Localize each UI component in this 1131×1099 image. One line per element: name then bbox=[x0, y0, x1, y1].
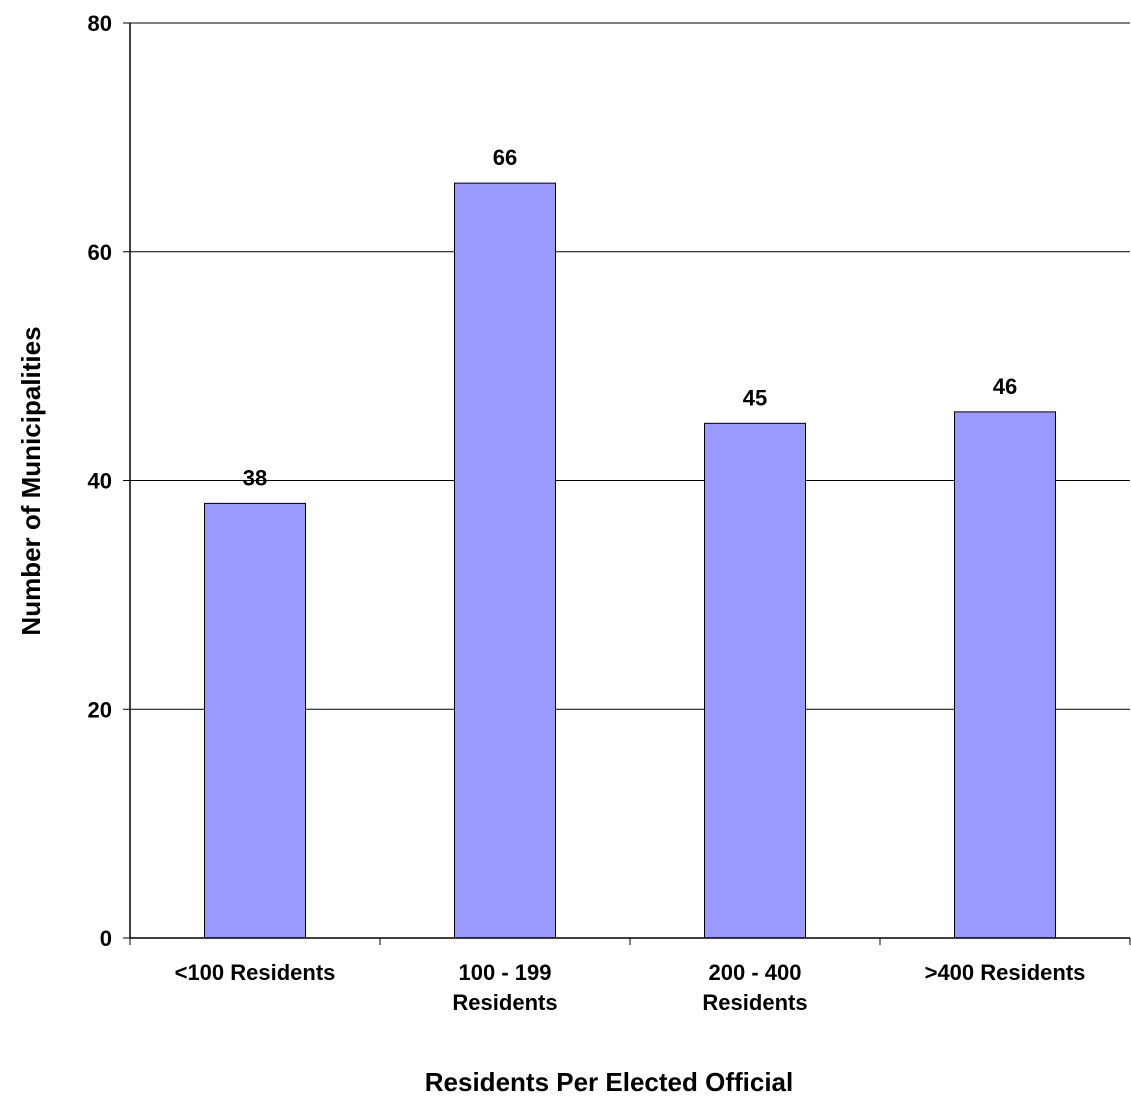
data-label: 38 bbox=[243, 465, 267, 490]
x-category-label: <100 Residents bbox=[175, 960, 336, 985]
y-tick-label: 0 bbox=[100, 926, 112, 951]
y-tick-label: 80 bbox=[88, 11, 112, 36]
y-axis-title: Number of Municipalities bbox=[16, 326, 46, 635]
y-tick-label: 20 bbox=[88, 697, 112, 722]
bar bbox=[455, 183, 556, 938]
x-category-label: Residents bbox=[452, 990, 557, 1015]
data-label: 46 bbox=[993, 374, 1017, 399]
data-label: 66 bbox=[493, 145, 517, 170]
bar bbox=[705, 423, 806, 938]
x-category-label: >400 Residents bbox=[925, 960, 1086, 985]
y-tick-label: 60 bbox=[88, 240, 112, 265]
x-category-label: 100 - 199 bbox=[459, 960, 552, 985]
bars bbox=[205, 183, 1056, 938]
data-label: 45 bbox=[743, 385, 767, 410]
bar bbox=[205, 503, 306, 938]
x-axis-title: Residents Per Elected Official bbox=[425, 1067, 793, 1094]
x-category-label: 200 - 400 bbox=[709, 960, 802, 985]
bar bbox=[955, 412, 1056, 938]
x-category-label: Residents bbox=[702, 990, 807, 1015]
y-tick-label: 40 bbox=[88, 469, 112, 494]
